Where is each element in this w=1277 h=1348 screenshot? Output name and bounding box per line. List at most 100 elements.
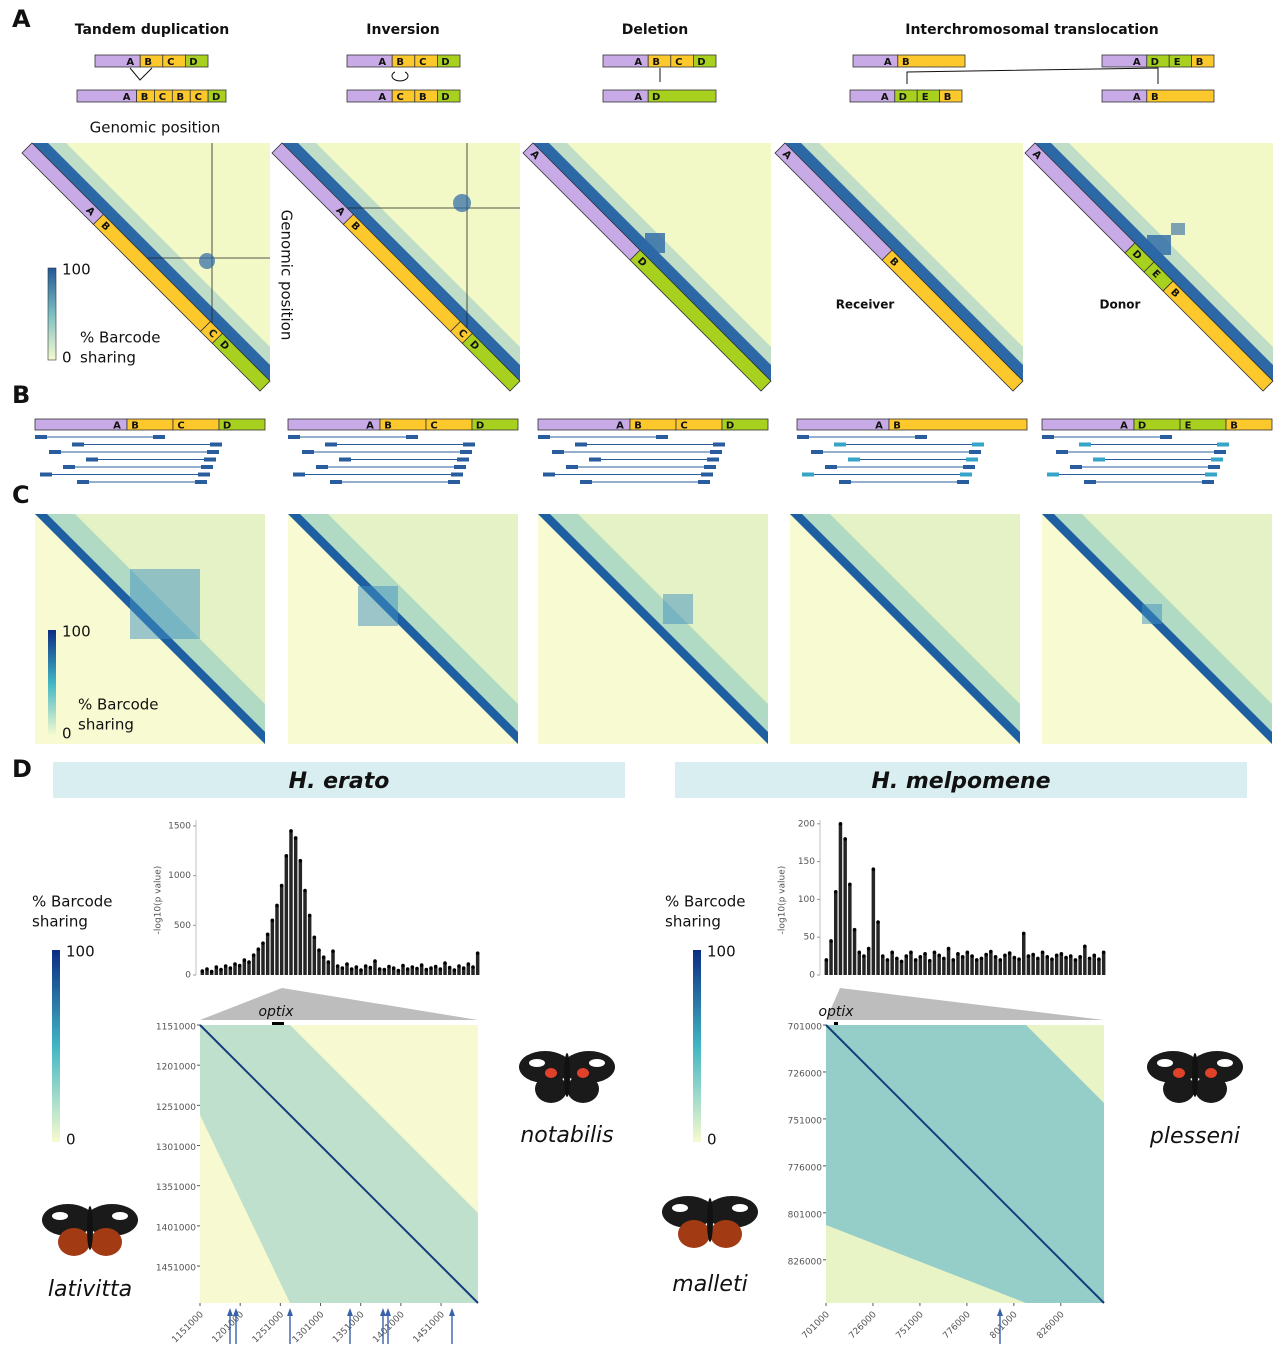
read-end	[463, 443, 475, 447]
point	[317, 948, 321, 952]
read-end	[1042, 435, 1054, 439]
read-end	[698, 480, 710, 484]
colorbar	[48, 630, 56, 736]
label: sharing	[80, 349, 136, 367]
label: Genomic position	[90, 119, 221, 137]
wing-spot	[112, 1212, 128, 1220]
point	[443, 961, 447, 965]
point	[890, 951, 894, 955]
point	[994, 955, 998, 959]
label: lativitta	[48, 1277, 132, 1302]
point	[383, 968, 387, 972]
read-end	[204, 458, 216, 462]
point	[331, 949, 335, 953]
point	[1003, 954, 1007, 958]
label: 826000	[1035, 1310, 1067, 1342]
label: B	[141, 92, 149, 103]
label: % Barcode	[665, 893, 746, 911]
point	[867, 947, 871, 951]
read-end	[811, 450, 823, 454]
read-end	[201, 465, 213, 469]
label: 1301000	[156, 1143, 196, 1153]
label: D	[441, 92, 449, 103]
label: A	[123, 92, 131, 103]
read-end	[834, 443, 846, 447]
label: A	[634, 57, 642, 68]
read-end	[707, 458, 719, 462]
read-end	[198, 473, 210, 477]
point	[895, 957, 899, 961]
point	[923, 952, 927, 956]
wing-spot	[577, 1068, 589, 1078]
label: A	[12, 5, 31, 33]
point	[210, 970, 214, 974]
label: H. erato	[289, 769, 390, 794]
label: 200	[798, 819, 815, 829]
point	[471, 965, 475, 969]
point	[928, 959, 932, 963]
label: A	[884, 57, 892, 68]
read-end	[195, 480, 207, 484]
point	[387, 965, 391, 969]
butterfly-body	[87, 1206, 93, 1250]
point	[313, 935, 317, 939]
label: 100	[62, 623, 91, 641]
label: D	[1151, 57, 1159, 68]
point	[876, 920, 880, 924]
read-end	[915, 435, 927, 439]
read-end	[1079, 443, 1091, 447]
read-end	[848, 458, 860, 462]
point	[429, 966, 433, 970]
label: B	[902, 57, 910, 68]
point	[420, 963, 424, 967]
label: optix	[258, 1004, 294, 1020]
label: 1201000	[156, 1063, 196, 1073]
read-end	[210, 443, 222, 447]
point	[425, 968, 429, 972]
label: H. melpomene	[871, 769, 1050, 794]
read-end	[49, 450, 61, 454]
wing-spot	[1157, 1059, 1173, 1067]
read-end	[288, 435, 300, 439]
read-end	[1202, 480, 1214, 484]
arrow-head	[287, 1308, 293, 1316]
point	[843, 837, 847, 841]
point	[966, 951, 970, 955]
label: Donor	[1100, 298, 1141, 312]
label: 0	[707, 1131, 717, 1149]
point	[980, 957, 984, 961]
point	[308, 914, 312, 918]
point	[233, 962, 237, 966]
point	[457, 964, 461, 968]
point	[280, 884, 284, 888]
read-end	[701, 473, 713, 477]
point	[909, 951, 913, 955]
label: E	[922, 92, 929, 103]
read-end	[1093, 458, 1105, 462]
label: % Barcode	[78, 696, 159, 714]
butterfly-wing	[1163, 1075, 1195, 1103]
wing-spot	[545, 1068, 557, 1078]
segment	[889, 419, 1027, 430]
read-end	[1205, 473, 1217, 477]
wing-spot	[1205, 1068, 1217, 1078]
point	[1055, 954, 1059, 958]
read-end	[543, 473, 555, 477]
point	[373, 959, 377, 963]
point	[224, 964, 228, 968]
label: B	[893, 421, 901, 432]
label: B	[12, 381, 30, 409]
wing-spot	[589, 1059, 605, 1067]
point	[476, 951, 480, 955]
point	[448, 966, 452, 970]
point	[947, 947, 951, 951]
label: 1351000	[156, 1183, 196, 1193]
point	[1092, 954, 1096, 958]
read-end	[839, 480, 851, 484]
point	[453, 968, 457, 972]
point	[415, 967, 419, 971]
label: sharing	[32, 913, 88, 931]
point	[839, 822, 843, 826]
point	[1022, 932, 1026, 936]
point	[359, 968, 363, 972]
